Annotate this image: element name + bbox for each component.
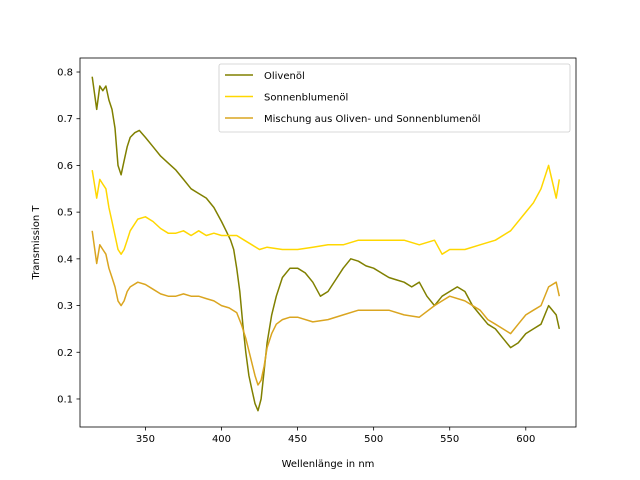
- y-tick-label: 0.1: [57, 394, 73, 405]
- series-line-1: [91, 76, 561, 412]
- x-tick-label: 400: [212, 434, 231, 445]
- plot-frame: [79, 57, 577, 428]
- x-tick-label: 550: [440, 434, 459, 445]
- x-axis-label: Wellenlänge in nm: [282, 459, 375, 470]
- legend-box: [218, 63, 571, 133]
- x-tick-label: 600: [516, 434, 535, 445]
- series-line-3: [91, 230, 561, 386]
- y-axis-label: Transmission T: [31, 205, 42, 281]
- y-tick-label: 0.3: [57, 301, 73, 312]
- y-axis: 0.1 0.2 0.3 0.4 0.5 0.6 0.7 0.8: [57, 68, 80, 405]
- y-tick-label: 0.2: [57, 348, 73, 359]
- legend: Olivenöl Sonnenblumenöl Mischung aus Olive…: [218, 63, 571, 133]
- series-layer: [91, 76, 561, 412]
- legend-label-1: Olivenöl: [264, 71, 305, 82]
- y-tick-label: 0.7: [57, 114, 73, 125]
- legend-label-3: Mischung aus Oliven- und Sonnenblumenöl: [264, 114, 481, 125]
- x-tick-label: 500: [364, 434, 383, 445]
- x-tick-label: 350: [136, 434, 155, 445]
- series-line-2: [91, 164, 561, 255]
- x-tick-label: 450: [288, 434, 307, 445]
- x-axis: 350 400 450 500 550 600: [136, 427, 535, 445]
- y-tick-label: 0.6: [57, 161, 73, 172]
- legend-label-2: Sonnenblumenöl: [264, 93, 348, 104]
- y-tick-label: 0.8: [57, 68, 73, 79]
- y-tick-label: 0.4: [57, 254, 73, 265]
- y-tick-label: 0.5: [57, 208, 73, 219]
